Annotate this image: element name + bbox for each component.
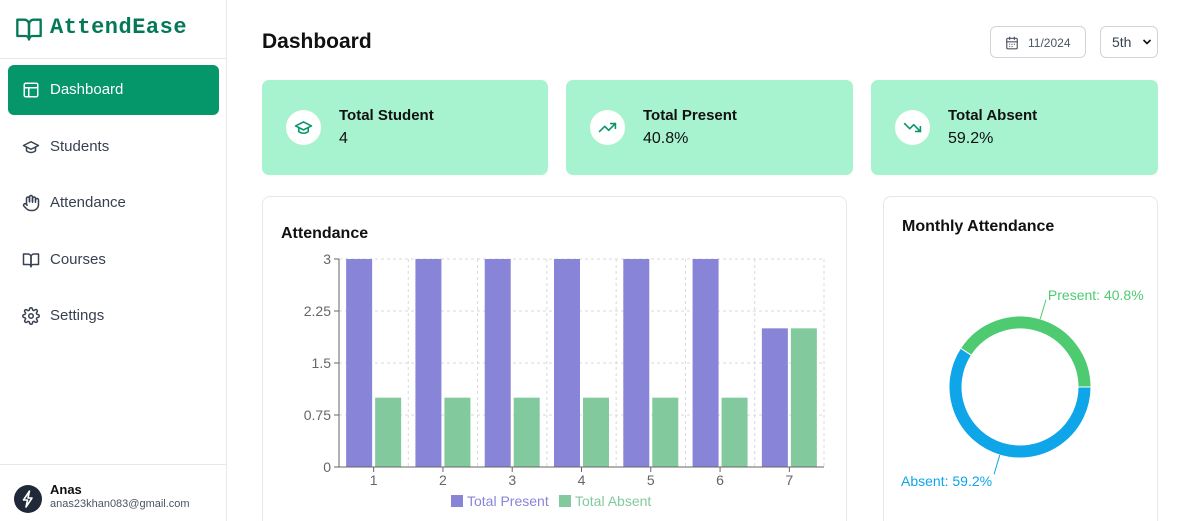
y-tick-label: 0 bbox=[323, 459, 331, 475]
x-tick-label: 3 bbox=[508, 472, 516, 488]
sidebar-item-label: Dashboard bbox=[50, 81, 124, 98]
stat-card-total-student: Total Student 4 bbox=[262, 80, 548, 175]
bar-present bbox=[484, 259, 511, 467]
bar-absent bbox=[790, 328, 817, 467]
bar-present bbox=[692, 259, 719, 467]
book-open-icon bbox=[16, 18, 42, 41]
sidebar-item-label: Courses bbox=[50, 250, 106, 268]
gear-icon bbox=[22, 307, 40, 325]
legend-swatch bbox=[451, 495, 463, 507]
donut-slice-present bbox=[959, 315, 1092, 388]
bar-absent bbox=[513, 397, 540, 467]
chevron-down-icon bbox=[1142, 39, 1152, 45]
stat-card-total-present: Total Present 40.8% bbox=[566, 80, 853, 175]
x-tick-label: 4 bbox=[578, 472, 586, 488]
x-tick-label: 2 bbox=[439, 472, 447, 488]
book-open-icon bbox=[22, 252, 40, 267]
sidebar-nav: Dashboard Students Attendance Courses Se… bbox=[8, 65, 219, 348]
stat-value: 40.8% bbox=[643, 130, 689, 147]
sidebar-item-settings[interactable]: Settings bbox=[8, 291, 219, 341]
stat-icon-circle bbox=[286, 110, 321, 145]
x-tick-label: 1 bbox=[370, 472, 378, 488]
user-profile[interactable]: Anas anas23khan083@gmail.com bbox=[0, 464, 226, 521]
trending-down-icon bbox=[903, 122, 922, 133]
attendance-chart-title: Attendance bbox=[281, 225, 369, 242]
monthly-attendance-panel: Monthly Attendance Present: 40.8% Absent:… bbox=[883, 196, 1158, 521]
stat-icon-circle bbox=[895, 110, 930, 145]
stat-value: 4 bbox=[339, 130, 348, 147]
donut-label-line bbox=[993, 454, 1001, 475]
trending-up-icon bbox=[598, 122, 617, 133]
y-tick-label: 1.5 bbox=[312, 355, 332, 371]
sidebar-item-courses[interactable]: Courses bbox=[8, 235, 219, 285]
y-tick-label: 3 bbox=[323, 251, 331, 267]
sidebar-item-label: Attendance bbox=[50, 194, 126, 211]
stat-card-total-absent: Total Absent 59.2% bbox=[871, 80, 1158, 175]
bar-present bbox=[554, 259, 580, 467]
donut-label: Present: 40.8% bbox=[1048, 287, 1144, 303]
lightning-icon bbox=[22, 490, 33, 508]
user-email: anas23khan083@gmail.com bbox=[50, 498, 190, 510]
hand-icon bbox=[22, 194, 40, 212]
monthly-attendance-donut: Present: 40.8% Absent: 59.2% bbox=[901, 287, 1144, 489]
legend-label: Total Absent bbox=[575, 493, 651, 509]
x-tick-label: 7 bbox=[785, 472, 793, 488]
sidebar-item-students[interactable]: Students bbox=[8, 122, 219, 172]
x-tick-label: 6 bbox=[716, 472, 724, 488]
attendance-bar-chart: 0 0.75 1.5 2.25 3 1 2 3 4 5 6 7 Total Present Total A… bbox=[304, 251, 825, 509]
y-tick-label: 2.25 bbox=[304, 303, 331, 319]
page-title: Dashboard bbox=[262, 30, 372, 53]
bar-present bbox=[761, 328, 788, 467]
sidebar: AttendEase Dashboard Students Attendance… bbox=[0, 0, 227, 521]
sidebar-item-label: Settings bbox=[50, 307, 105, 324]
sidebar-item-dashboard[interactable]: Dashboard bbox=[8, 65, 219, 115]
donut-slice-absent bbox=[948, 347, 1092, 459]
donut-label: Absent: 59.2% bbox=[901, 473, 992, 489]
calendar-icon bbox=[1006, 36, 1018, 50]
donut-label-line bbox=[1039, 299, 1047, 320]
logo[interactable]: AttendEase bbox=[0, 0, 226, 59]
bar-present bbox=[415, 259, 442, 467]
bar-absent bbox=[721, 397, 748, 467]
stat-title: Total Present bbox=[643, 107, 737, 124]
stat-title: Total Absent bbox=[948, 107, 1038, 124]
bar-absent bbox=[652, 397, 679, 467]
grade-value: 5th bbox=[1112, 34, 1132, 50]
y-tick-label: 0.75 bbox=[304, 407, 331, 423]
monthly-attendance-title: Monthly Attendance bbox=[902, 218, 1055, 235]
bar-present bbox=[346, 259, 373, 467]
grade-select[interactable]: 5th bbox=[1100, 26, 1158, 58]
app-name: AttendEase bbox=[50, 15, 188, 40]
sidebar-item-attendance[interactable]: Attendance bbox=[8, 178, 219, 228]
bar-present bbox=[623, 259, 650, 467]
stat-icon-circle bbox=[590, 110, 625, 145]
layout-icon bbox=[23, 82, 39, 98]
user-name: Anas bbox=[50, 482, 82, 497]
graduation-cap-icon bbox=[294, 121, 313, 135]
stat-value: 59.2% bbox=[948, 130, 994, 147]
stat-title: Total Student bbox=[339, 107, 434, 124]
month-value: 11/2024 bbox=[1028, 36, 1071, 50]
bar-absent bbox=[583, 397, 609, 467]
month-picker-button[interactable]: 11/2024 bbox=[990, 26, 1086, 58]
legend-label: Total Present bbox=[467, 493, 549, 509]
bar-absent bbox=[444, 397, 471, 467]
sidebar-item-label: Students bbox=[50, 137, 110, 155]
bar-absent bbox=[375, 397, 402, 467]
legend-swatch bbox=[559, 495, 571, 507]
attendance-chart-panel: Attendance 0 0.75 1.5 2.25 3 1 2 3 4 5 6 7 Total Pre… bbox=[262, 196, 847, 521]
x-tick-label: 5 bbox=[647, 472, 655, 488]
avatar[interactable] bbox=[14, 485, 42, 513]
graduation-cap-icon bbox=[22, 140, 40, 153]
